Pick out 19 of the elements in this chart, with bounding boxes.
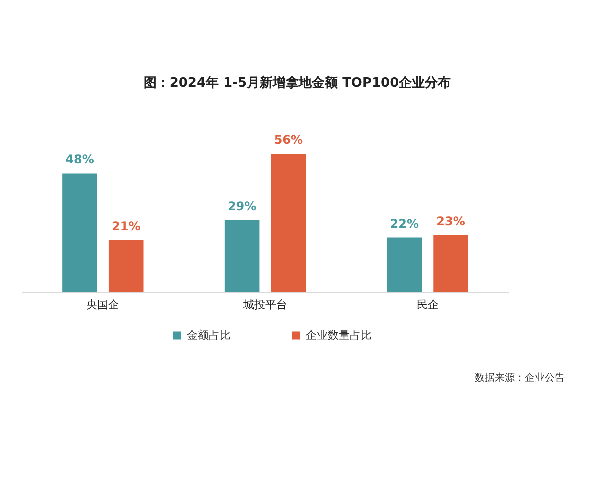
bar <box>387 238 422 292</box>
bar <box>224 220 260 292</box>
bar <box>434 235 468 292</box>
bar <box>108 240 144 292</box>
data-label: 48% <box>66 152 94 167</box>
source-note: 数据来源：企业公告 <box>475 372 565 384</box>
data-label: 29% <box>228 200 257 214</box>
x-tick-label: 民企 <box>416 298 439 312</box>
x-tick-label: 城投平台 <box>242 298 288 312</box>
data-label: 56% <box>274 133 304 147</box>
bar <box>62 174 98 292</box>
chart-title: 图：2024年 1-5月新增拿地金额 TOP100企业分布 <box>144 75 452 91</box>
legend-label: 金额占比 <box>187 328 231 342</box>
bar <box>271 154 306 292</box>
data-label: 23% <box>436 214 466 228</box>
data-label: 22% <box>390 216 420 231</box>
x-tick-label: 央国企 <box>86 298 120 312</box>
legend-label: 企业数量占比 <box>306 328 372 342</box>
data-label: 21% <box>112 219 141 234</box>
